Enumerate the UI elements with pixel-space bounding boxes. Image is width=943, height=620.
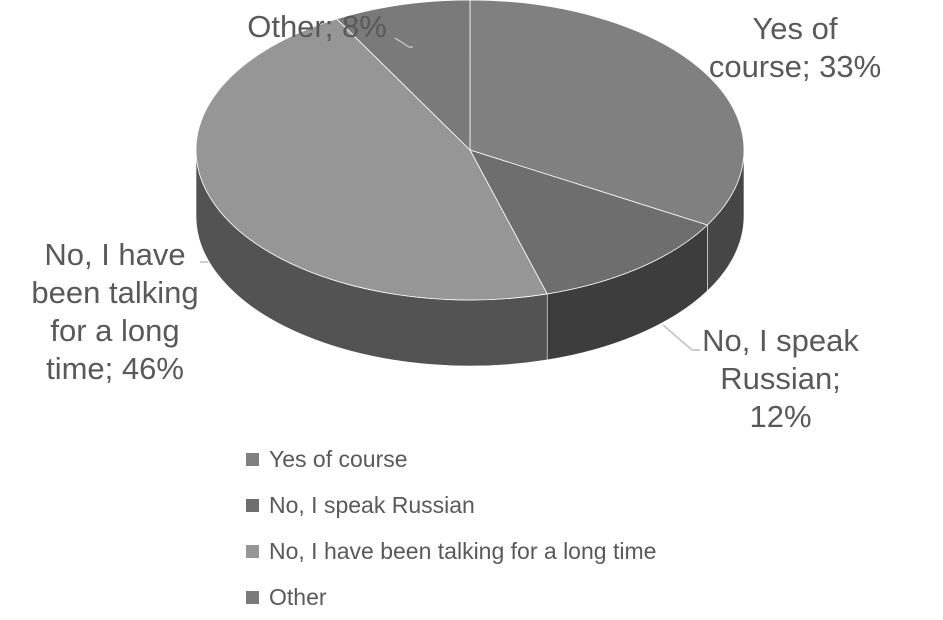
data-label-no-i-have-been-talking: No, I have been talking for a long time;…	[31, 237, 199, 386]
legend: Yes of course No, I speak Russian No, I …	[246, 436, 656, 620]
legend-swatch	[246, 544, 259, 558]
pie-slice-4	[336, 0, 471, 151]
legend-label: No, I have been talking for a long time	[269, 537, 657, 564]
data-label-other: Other; 8%	[247, 9, 387, 44]
data-label-yes-of-course: Yes of course; 33%	[708, 11, 882, 84]
leader-line-1	[394, 37, 413, 48]
legend-item: No, I speak Russian	[246, 482, 656, 528]
pie-slice-1	[469, 0, 745, 226]
legend-label: Yes of course	[269, 445, 408, 472]
legend-swatch	[246, 498, 259, 512]
data-label-no-i-speak-russian: No, I speak Russian; 12%	[702, 323, 859, 434]
legend-item: Yes of course	[246, 436, 656, 482]
leader-line-2	[662, 324, 700, 351]
pie-tops	[195, 0, 745, 301]
legend-swatch	[246, 452, 259, 466]
legend-label: Other	[269, 583, 327, 610]
legend-label: No, I speak Russian	[269, 491, 475, 518]
pie-slice-3	[195, 18, 548, 301]
legend-item: No, I have been talking for a long time	[246, 528, 656, 574]
legend-item: Other	[246, 574, 656, 620]
legend-swatch	[246, 590, 259, 604]
pie-slice-2	[469, 149, 709, 295]
leader-lines	[200, 37, 700, 351]
